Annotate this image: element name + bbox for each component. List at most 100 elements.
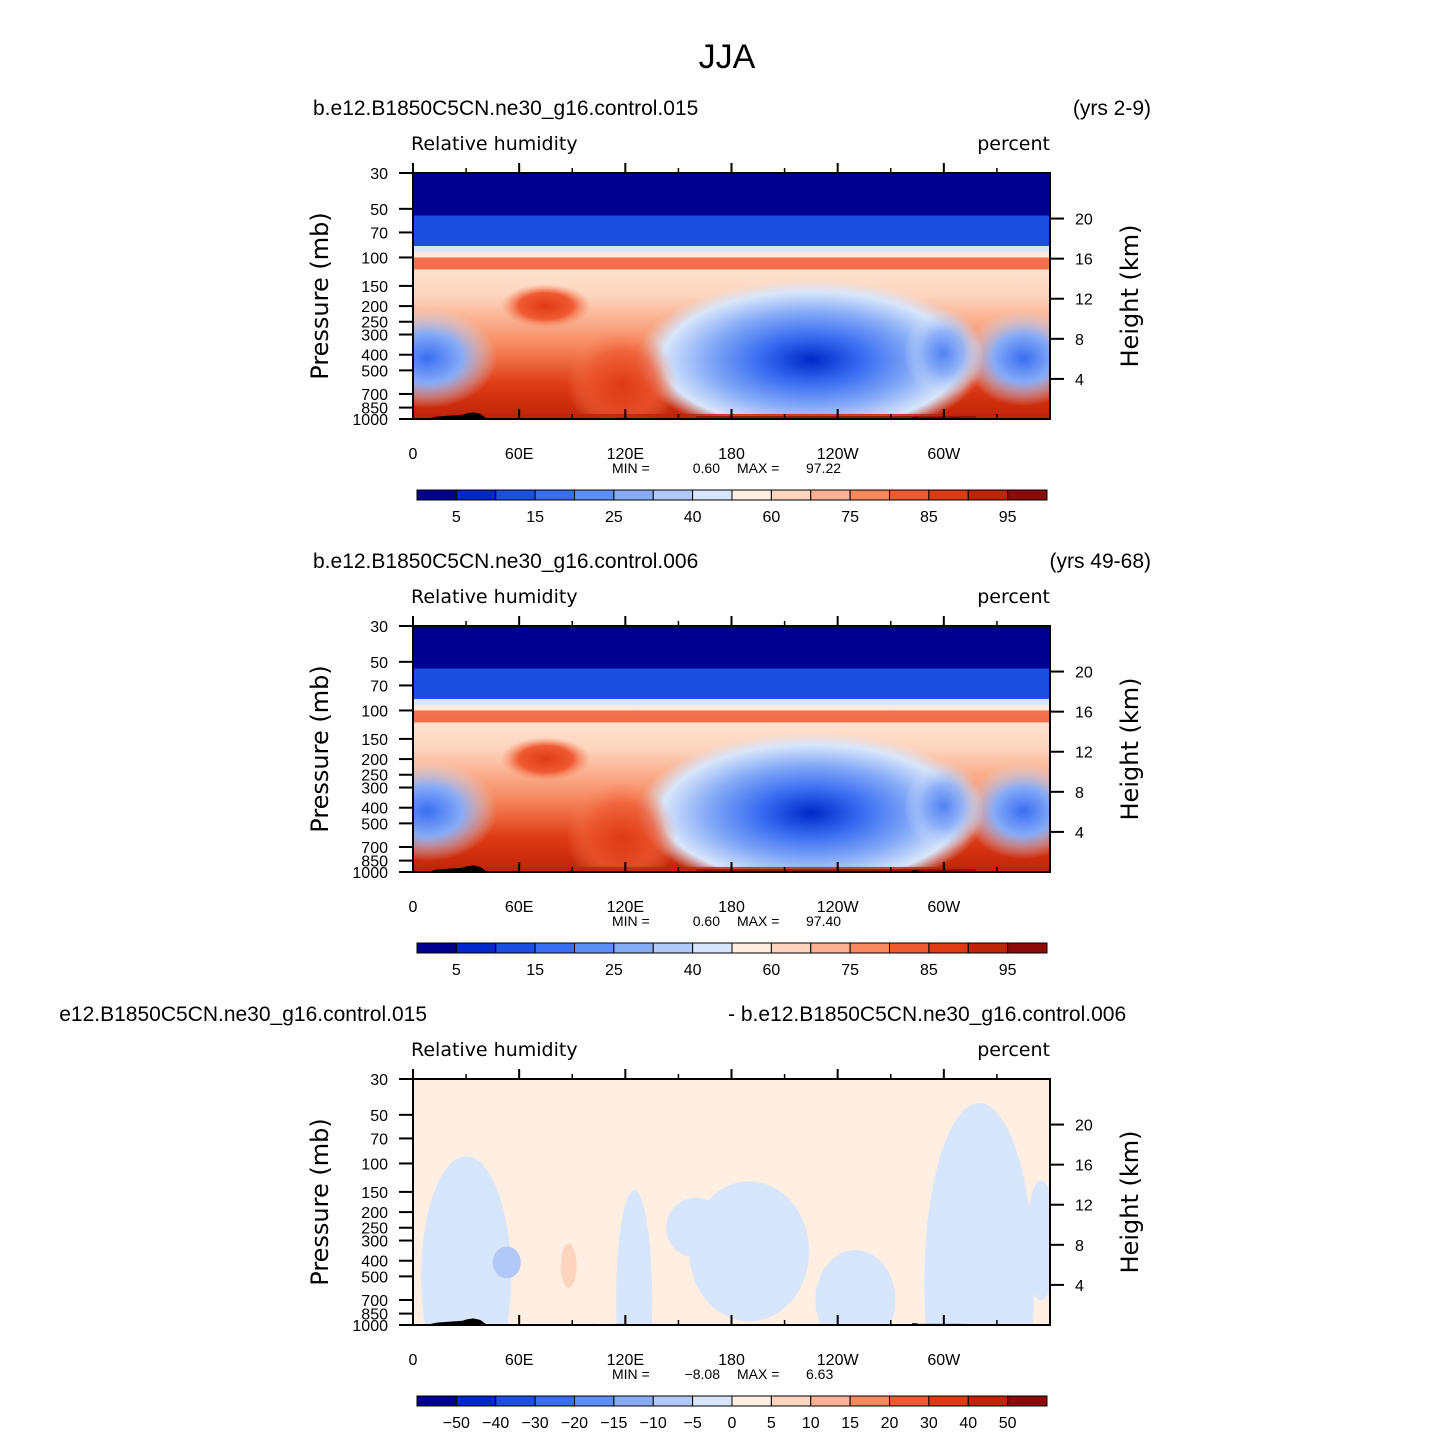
colorbar-swatch bbox=[416, 1395, 457, 1407]
y-tick-label: 30 bbox=[370, 166, 388, 183]
colorbar-swatch bbox=[849, 942, 890, 954]
y-tick-label: 1000 bbox=[352, 865, 388, 882]
min-value: 0.60 bbox=[693, 460, 720, 476]
y-right-tick-label: 4 bbox=[1075, 372, 1084, 389]
colorbar: 5 15 25 40 60 75 85 95 bbox=[416, 942, 1048, 979]
variable-label: Relative humidity bbox=[411, 1039, 578, 1061]
contour-field bbox=[413, 626, 1050, 872]
colorbar-swatch bbox=[928, 942, 969, 954]
min-value: 0.60 bbox=[693, 913, 720, 929]
colorbar-swatch bbox=[692, 489, 733, 501]
y-tick-label: 400 bbox=[361, 801, 388, 818]
colorbar-swatch bbox=[534, 1395, 575, 1407]
x-tick-label: 60E bbox=[505, 1352, 533, 1369]
colorbar-label: 0 bbox=[728, 1415, 737, 1432]
units-label: percent bbox=[977, 586, 1050, 608]
y-right-tick-label: 4 bbox=[1075, 1278, 1084, 1295]
y-right-tick-label: 20 bbox=[1075, 212, 1093, 229]
y-tick-label: 100 bbox=[361, 703, 388, 720]
colorbar-swatch bbox=[810, 489, 851, 501]
y-tick-label: 1000 bbox=[352, 1318, 388, 1335]
min-label: MIN = bbox=[612, 460, 650, 476]
y-tick-label: 700 bbox=[361, 840, 388, 857]
diff-title-right: - b.e12.B1850C5CN.ne30_g16.control.006 bbox=[728, 1003, 1126, 1026]
colorbar-label: 15 bbox=[841, 1415, 859, 1432]
y-tick-label: 200 bbox=[361, 299, 388, 316]
y-tick-label: 250 bbox=[361, 768, 388, 785]
colorbar-label: 60 bbox=[762, 509, 780, 526]
negative-diff-region bbox=[815, 1249, 896, 1325]
y-tick-label: 250 bbox=[361, 315, 388, 332]
y-right-tick-label: 12 bbox=[1075, 1198, 1093, 1215]
colorbar-swatch bbox=[1007, 489, 1048, 501]
y-tick-label: 100 bbox=[361, 1156, 388, 1173]
colorbar-swatch bbox=[692, 1395, 733, 1407]
y-right-axis-label: Height (km) bbox=[1116, 678, 1144, 821]
y-tick-label: 400 bbox=[361, 1254, 388, 1271]
y-tick-label: 70 bbox=[370, 225, 388, 242]
y-tick-label: 850 bbox=[361, 854, 388, 871]
min-label: MIN = bbox=[612, 1366, 650, 1382]
x-tick-label: 180 bbox=[718, 899, 745, 916]
colorbar-swatch bbox=[810, 942, 851, 954]
x-tick-label: 60W bbox=[927, 1352, 961, 1369]
boundary-layer-max bbox=[696, 869, 977, 872]
y-tick-label: 50 bbox=[370, 202, 388, 219]
colorbar-swatch bbox=[849, 489, 890, 501]
x-tick-label: 60E bbox=[505, 899, 533, 916]
colorbar-swatch bbox=[889, 942, 930, 954]
colorbar-swatch bbox=[455, 489, 497, 501]
colorbar-label: −40 bbox=[482, 1415, 509, 1432]
contour-field bbox=[413, 1079, 1050, 1325]
y-tick-label: 30 bbox=[370, 1072, 388, 1089]
y-right-axis-label: Height (km) bbox=[1116, 225, 1144, 368]
y-right-tick-label: 8 bbox=[1075, 785, 1084, 802]
x-tick-label: 120W bbox=[817, 899, 860, 916]
colorbar-swatch bbox=[613, 942, 654, 954]
colorbar-swatch bbox=[574, 1395, 615, 1407]
panel-3: e12.B1850C5CN.ne30_g16.control.015 - b.e1… bbox=[59, 1003, 1144, 1432]
x-tick-label: 120E bbox=[607, 446, 644, 463]
y-tick-label: 200 bbox=[361, 1205, 388, 1222]
dry-region-africa bbox=[413, 761, 498, 862]
y-tick-label: 150 bbox=[361, 732, 388, 749]
y-tick-label: 850 bbox=[361, 1307, 388, 1324]
topography-africa bbox=[427, 1318, 488, 1325]
colorbar-label: −5 bbox=[684, 1415, 702, 1432]
colorbar-label: 5 bbox=[452, 509, 461, 526]
colorbar-swatch bbox=[849, 1395, 890, 1407]
max-value: 6.63 bbox=[806, 1366, 833, 1382]
y-tick-label: 400 bbox=[361, 348, 388, 365]
positive-diff-core bbox=[560, 1243, 577, 1288]
colorbar-swatch bbox=[928, 489, 969, 501]
colorbar-swatch bbox=[967, 489, 1009, 501]
max-label: MAX = bbox=[737, 913, 779, 929]
y-tick-label: 50 bbox=[370, 655, 388, 672]
colorbar: −50 −40 −30 −20 −15 −10 −5 0 5 10 15 20 30 40 50 bbox=[416, 1395, 1048, 1432]
y-right-tick-label: 20 bbox=[1075, 1118, 1093, 1135]
diff-title-left: e12.B1850C5CN.ne30_g16.control.015 bbox=[59, 1003, 427, 1026]
colorbar-swatch bbox=[889, 1395, 930, 1407]
colorbar-swatch bbox=[495, 942, 536, 954]
colorbar-swatch bbox=[574, 489, 615, 501]
colorbar-swatch bbox=[1007, 942, 1048, 954]
colorbar-swatch bbox=[534, 489, 575, 501]
y-axis-label: Pressure (mb) bbox=[306, 1118, 334, 1285]
y-right-tick-label: 12 bbox=[1075, 745, 1093, 762]
y-tick-label: 250 bbox=[361, 1221, 388, 1238]
units-label: percent bbox=[977, 133, 1050, 155]
colorbar-label: −30 bbox=[522, 1415, 549, 1432]
colorbar-label: 5 bbox=[452, 962, 461, 979]
moist-region-upper bbox=[500, 284, 591, 329]
variable-label: Relative humidity bbox=[411, 586, 578, 608]
panel-2: b.e12.B1850C5CN.ne30_g16.control.006 (yrs… bbox=[306, 550, 1151, 979]
colorbar-swatch bbox=[613, 1395, 654, 1407]
y-right-tick-label: 16 bbox=[1075, 252, 1093, 269]
tropopause-transition bbox=[413, 246, 1050, 253]
colorbar-swatch bbox=[574, 942, 615, 954]
max-label: MAX = bbox=[737, 460, 779, 476]
colorbar-label: 25 bbox=[605, 509, 623, 526]
y-tick-label: 300 bbox=[361, 328, 388, 345]
y-right-tick-label: 8 bbox=[1075, 332, 1084, 349]
y-tick-label: 1000 bbox=[352, 412, 388, 429]
